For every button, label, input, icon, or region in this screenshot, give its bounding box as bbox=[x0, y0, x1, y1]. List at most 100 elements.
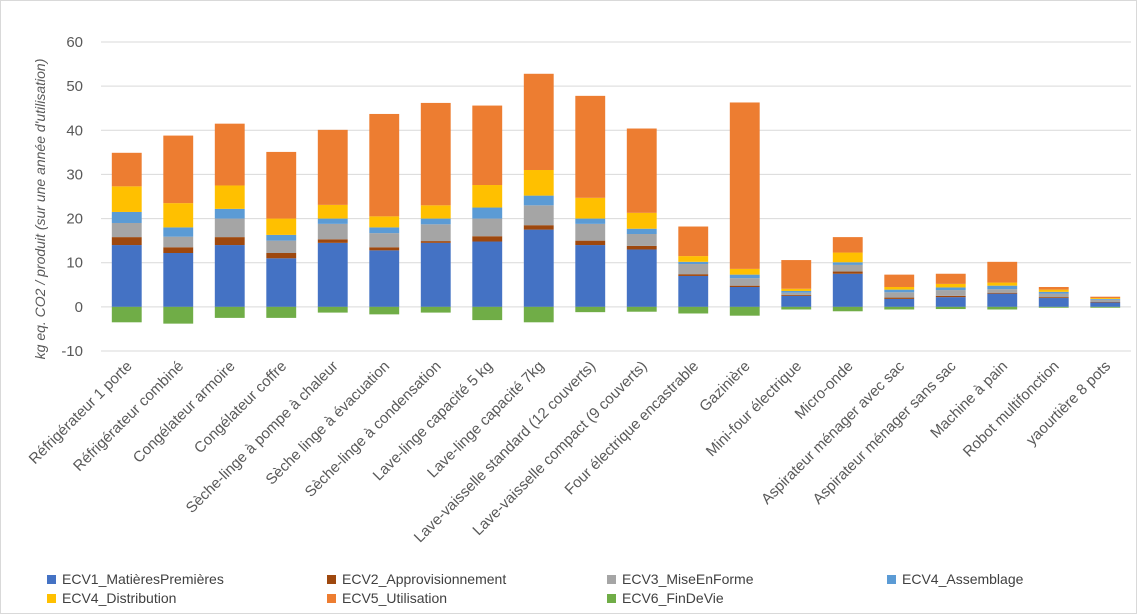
bar-segment-s5-c10 bbox=[626, 128, 657, 213]
bar-segment-s2-c5 bbox=[369, 233, 400, 248]
bar-segment-s6-c18 bbox=[1038, 306, 1069, 308]
bar-segment-s1-c2 bbox=[214, 237, 245, 246]
y-tick-labels: 60 50 40 30 20 10 0 -10 bbox=[61, 34, 83, 360]
bar-segment-s4-c15 bbox=[884, 286, 915, 290]
bar-segment-s0-c19 bbox=[1090, 302, 1121, 307]
bar-segment-s5-c3 bbox=[266, 151, 297, 219]
bar-segment-s3-c6 bbox=[420, 218, 451, 225]
y-tick-label: 40 bbox=[66, 122, 83, 139]
bar-segment-s0-c5 bbox=[369, 250, 400, 307]
y-tick-label: 20 bbox=[66, 211, 83, 228]
bar-segment-s2-c15 bbox=[884, 292, 915, 298]
bar-segment-s1-c15 bbox=[884, 297, 915, 299]
bar-segment-s1-c18 bbox=[1038, 297, 1069, 299]
bar-segment-s6-c15 bbox=[884, 306, 915, 310]
bar-segment-s2-c9 bbox=[575, 223, 606, 241]
stacked-bar-chart: 60 50 40 30 20 10 0 -10 Réfrigérateur 1 porteRé… bbox=[26, 34, 1131, 546]
bar-segment-s0-c4 bbox=[317, 242, 348, 307]
bar-segment-s4-c18 bbox=[1038, 289, 1069, 292]
bar-segment-s3-c8 bbox=[523, 195, 554, 206]
bar-segment-s3-c7 bbox=[472, 207, 503, 219]
bar-segment-s0-c11 bbox=[678, 275, 709, 307]
bar-segment-s4-c6 bbox=[420, 205, 451, 219]
bar-segment-s4-c10 bbox=[626, 212, 657, 229]
bar-segment-s1-c14 bbox=[832, 271, 863, 274]
y-axis-label: kg eq. CO2 / produit (sur une année d'ut… bbox=[32, 59, 48, 360]
bar-segment-s3-c14 bbox=[832, 262, 863, 265]
bar-segment-s4-c9 bbox=[575, 197, 606, 219]
bar-segment-s5-c12 bbox=[729, 102, 760, 269]
bar-segment-s0-c17 bbox=[987, 293, 1018, 307]
legend-swatch bbox=[607, 574, 616, 584]
legend-label: ECV1_MatièresPremières bbox=[62, 571, 224, 587]
bar-segment-s6-c1 bbox=[163, 306, 194, 324]
bar-segment-s2-c1 bbox=[163, 236, 194, 248]
legend-label: ECV4_Distribution bbox=[62, 590, 177, 606]
bar-segment-s3-c2 bbox=[214, 208, 245, 219]
bar-segment-s6-c12 bbox=[729, 306, 760, 316]
bar-segment-s6-c13 bbox=[781, 306, 812, 310]
bar-segment-s3-c11 bbox=[678, 261, 709, 265]
bar-segment-s4-c0 bbox=[111, 186, 142, 212]
y-tick-label: 0 bbox=[75, 299, 83, 316]
legend-swatch bbox=[47, 593, 56, 603]
bar-segment-s2-c8 bbox=[523, 205, 554, 226]
bar-segment-s3-c9 bbox=[575, 218, 606, 224]
bar-segment-s2-c3 bbox=[266, 240, 297, 254]
bar-segment-s4-c8 bbox=[523, 170, 554, 196]
bar-segment-s2-c17 bbox=[987, 289, 1018, 293]
bar-segment-s6-c16 bbox=[935, 306, 966, 310]
y-tick-label: -10 bbox=[61, 343, 83, 360]
bar-segment-s4-c3 bbox=[266, 218, 297, 235]
gridlines bbox=[101, 41, 1131, 352]
bar-segment-s3-c19 bbox=[1090, 298, 1121, 300]
bar-segment-s2-c2 bbox=[214, 218, 245, 238]
bar-segment-s2-c14 bbox=[832, 264, 863, 272]
bar-segment-s2-c0 bbox=[111, 222, 142, 238]
bar-segment-s6-c17 bbox=[987, 306, 1018, 310]
bar-segment-s6-c2 bbox=[214, 306, 245, 318]
legend-label: ECV3_MiseEnForme bbox=[622, 571, 754, 587]
bar-segment-s5-c9 bbox=[575, 95, 606, 198]
bar-segment-s0-c7 bbox=[472, 241, 503, 307]
bar-segment-s6-c6 bbox=[420, 306, 451, 313]
bar-segment-s2-c4 bbox=[317, 223, 348, 240]
bar-segment-s1-c5 bbox=[369, 247, 400, 251]
bar-segment-s2-c18 bbox=[1038, 293, 1069, 298]
bar-segment-s3-c0 bbox=[111, 211, 142, 223]
bar-segment-s5-c11 bbox=[678, 226, 709, 257]
bar-segment-s1-c7 bbox=[472, 236, 503, 242]
bar-segment-s1-c1 bbox=[163, 247, 194, 254]
legend-label: ECV4_Assemblage bbox=[902, 571, 1024, 587]
bar-segment-s3-c3 bbox=[266, 234, 297, 241]
bar-segment-s1-c6 bbox=[420, 241, 451, 243]
bar-segment-s6-c11 bbox=[678, 306, 709, 314]
bar-segment-s0-c1 bbox=[163, 253, 194, 307]
bar-segment-s5-c14 bbox=[832, 237, 863, 253]
bar-segment-s5-c16 bbox=[935, 273, 966, 284]
bar-segment-s1-c10 bbox=[626, 245, 657, 250]
bar-segment-s0-c6 bbox=[420, 242, 451, 307]
legend-label: ECV6_FinDeVie bbox=[622, 590, 724, 606]
bar-segment-s5-c18 bbox=[1038, 286, 1069, 290]
bar-segment-s5-c0 bbox=[111, 152, 142, 187]
y-tick-label: 30 bbox=[66, 166, 83, 183]
bar-segment-s3-c17 bbox=[987, 285, 1018, 290]
bar-segment-s4-c12 bbox=[729, 268, 760, 275]
bar-segment-s5-c8 bbox=[523, 73, 554, 171]
bar-segment-s1-c16 bbox=[935, 295, 966, 298]
y-tick-label: 60 bbox=[66, 34, 83, 51]
bar-segment-s0-c18 bbox=[1038, 298, 1069, 307]
bar-segment-s6-c14 bbox=[832, 306, 863, 312]
bar-segment-s5-c7 bbox=[472, 105, 503, 186]
bar-segment-s5-c1 bbox=[163, 135, 194, 204]
legend-item: ECV1_MatièresPremières bbox=[47, 571, 224, 587]
legend-swatch bbox=[47, 574, 56, 584]
bar-segment-s6-c0 bbox=[111, 306, 142, 323]
bar-segment-s1-c0 bbox=[111, 237, 142, 246]
bar-segment-s2-c10 bbox=[626, 234, 657, 246]
bar-segment-s6-c19 bbox=[1090, 306, 1121, 308]
bar-segment-s3-c15 bbox=[884, 289, 915, 293]
bar-segment-s5-c6 bbox=[420, 102, 451, 206]
